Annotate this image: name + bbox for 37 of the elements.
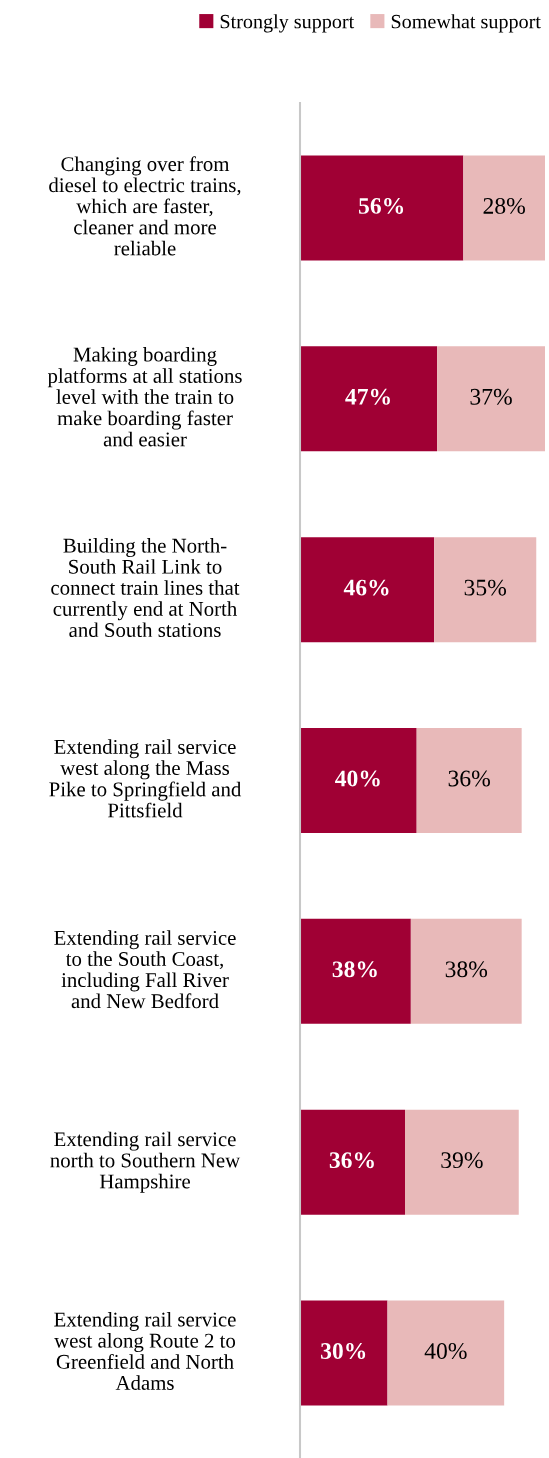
data-label: 30% bbox=[321, 1343, 366, 1360]
bar bbox=[300, 1300, 388, 1406]
data-label: 46% bbox=[343, 579, 389, 596]
bar bbox=[300, 537, 435, 643]
legend-label: Somewhat support bbox=[391, 14, 541, 33]
y-tick-label: Extending rail service west along Route 2 to Greenfield and North Adams bbox=[54, 1311, 236, 1390]
bar bbox=[300, 346, 438, 452]
data-label: 39% bbox=[441, 1152, 483, 1169]
bar bbox=[405, 1109, 519, 1215]
data-label: 47% bbox=[345, 388, 390, 405]
y-tick-label: Extending rail service to the South Coast, including Fall River and New Bedford bbox=[54, 930, 236, 1009]
bar bbox=[434, 537, 537, 643]
data-label: 38% bbox=[332, 961, 377, 978]
bar bbox=[416, 728, 522, 833]
data-label: 40% bbox=[335, 770, 380, 787]
bar bbox=[410, 918, 522, 1024]
data-label: 38% bbox=[445, 961, 488, 978]
data-label: 56% bbox=[359, 197, 404, 214]
bar bbox=[437, 346, 545, 452]
y-tick-label: Changing over from diesel to electric trains, which are faster, cleaner and more reliable bbox=[49, 156, 241, 256]
bar bbox=[387, 1300, 505, 1406]
legend-label: Strongly support bbox=[220, 14, 355, 33]
y-tick-label: Extending rail service north to Southern New Hampshire bbox=[50, 1131, 241, 1193]
data-label: 36% bbox=[329, 1152, 374, 1169]
bar bbox=[463, 155, 545, 261]
data-label: 36% bbox=[448, 770, 490, 787]
data-label: 28% bbox=[483, 197, 525, 214]
y-tick-label: Building the North- South Rail Link to connect train lines that currently end at North and South stations bbox=[51, 538, 240, 638]
data-label: 35% bbox=[464, 579, 507, 596]
y-tick-label: Extending rail service west along the Mass Pike to Springfield and Pittsfield bbox=[49, 739, 242, 818]
bar bbox=[300, 918, 411, 1024]
data-label: 37% bbox=[470, 388, 512, 405]
bar bbox=[300, 728, 417, 833]
bar bbox=[300, 1109, 405, 1215]
y-tick-label: Making boarding platforms at all stations level with the train to make boarding faster and easier bbox=[47, 346, 242, 447]
data-label: 40% bbox=[424, 1343, 467, 1360]
bar bbox=[300, 155, 464, 261]
